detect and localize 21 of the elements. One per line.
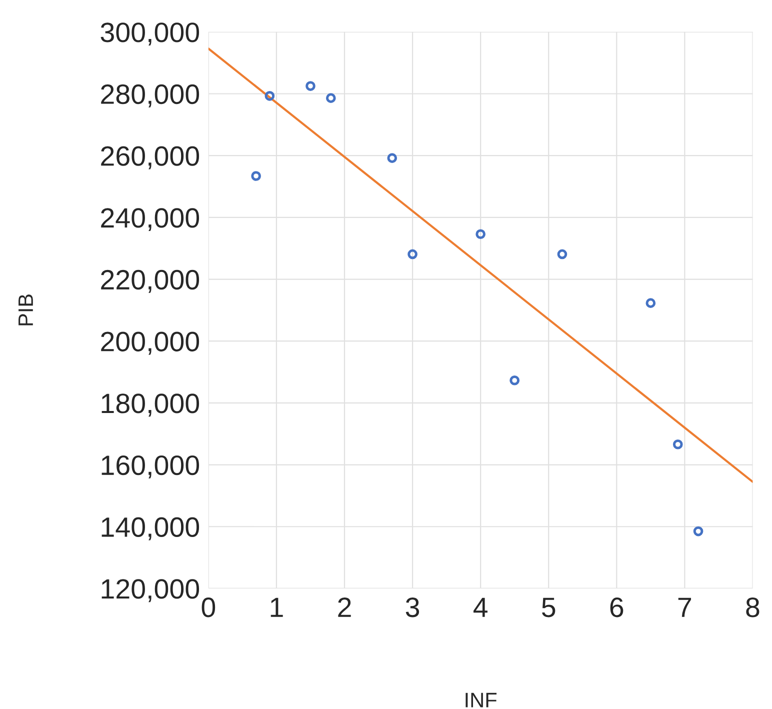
y-tick-label: 120,000	[102, 579, 200, 602]
y-tick-label: 240,000	[101, 208, 200, 232]
y-axis-title: PIB	[18, 294, 33, 326]
x-tick-label: 8	[746, 598, 760, 618]
y-tick-label: 280,000	[101, 84, 200, 108]
y-tick-label: 220,000	[101, 270, 200, 293]
x-axis-title: INF	[466, 692, 497, 708]
y-tick-label: 160,000	[102, 455, 200, 478]
y-tick-label: 300,000	[100, 22, 200, 46]
y-tick-label: 140,000	[102, 517, 200, 540]
x-tick-label: 3	[406, 598, 420, 618]
x-tick-label: 0	[202, 598, 216, 618]
x-tick-label: 7	[678, 598, 691, 617]
x-tick-label: 5	[542, 598, 556, 618]
x-tick-label: 1	[270, 598, 283, 617]
y-tick-label: 200,000	[101, 332, 200, 355]
x-tick-label: 6	[610, 598, 624, 618]
y-tick-label: 180,000	[102, 394, 200, 417]
x-tick-label: 4	[473, 598, 488, 617]
x-tick-label: 2	[338, 598, 351, 617]
y-tick-label: 260,000	[101, 146, 200, 170]
